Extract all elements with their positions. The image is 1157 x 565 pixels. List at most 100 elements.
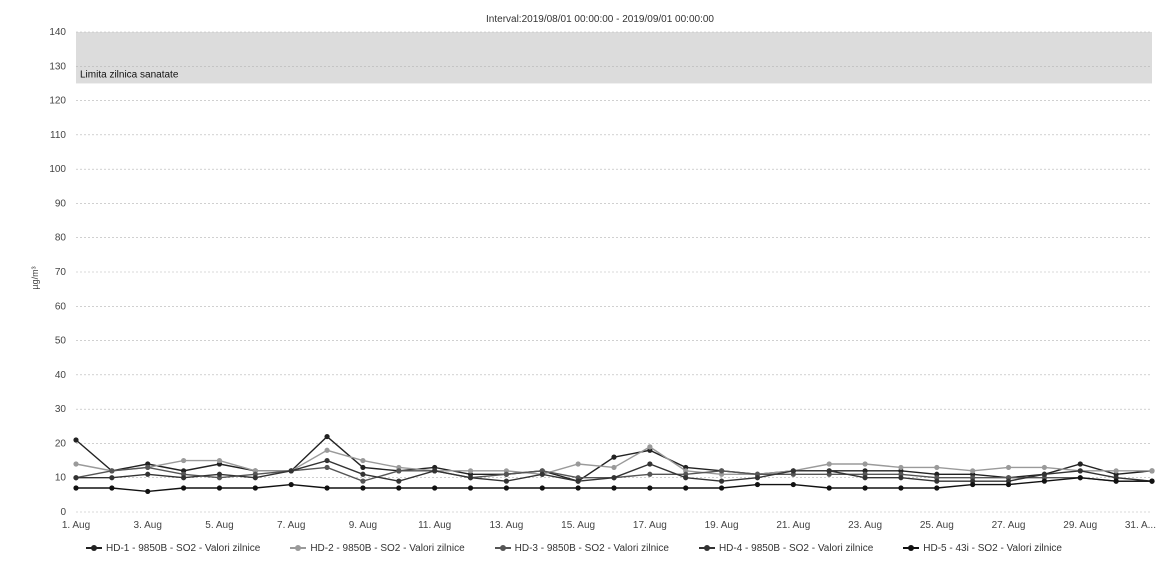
data-point xyxy=(1077,475,1083,481)
data-point xyxy=(73,437,79,443)
data-point xyxy=(754,475,761,481)
data-point xyxy=(396,485,402,491)
data-point xyxy=(503,485,509,491)
data-point xyxy=(647,471,653,477)
data-point xyxy=(288,481,294,488)
data-point xyxy=(181,475,187,481)
x-tick-label: 15. Aug xyxy=(561,520,595,531)
data-point xyxy=(898,475,904,481)
data-point xyxy=(826,485,832,491)
data-point xyxy=(145,471,151,477)
y-tick-label: 140 xyxy=(49,27,66,38)
data-point xyxy=(790,468,796,474)
x-tick-label: 17. Aug xyxy=(633,520,667,531)
data-point xyxy=(216,457,223,464)
data-point xyxy=(1005,464,1012,471)
x-tick-label: 21. Aug xyxy=(776,520,810,531)
x-tick-label: 3. Aug xyxy=(134,520,162,531)
data-point xyxy=(539,485,545,491)
legend-swatch xyxy=(903,545,920,551)
data-point xyxy=(324,447,330,453)
legend-item-1[interactable]: HD-1 - 9850B - SO2 - Valori zilnice xyxy=(86,543,260,554)
data-point xyxy=(503,471,509,477)
x-tick-label: 27. Aug xyxy=(992,520,1026,531)
data-point xyxy=(1041,471,1047,477)
legend-swatch xyxy=(86,545,102,551)
data-point xyxy=(611,464,617,471)
data-point xyxy=(324,433,330,440)
data-point xyxy=(396,468,402,474)
y-tick-label: 130 xyxy=(49,61,66,72)
y-tick-label: 110 xyxy=(50,130,66,141)
data-point xyxy=(898,485,904,491)
data-point xyxy=(1005,481,1012,488)
data-point xyxy=(360,464,366,471)
data-point xyxy=(719,485,725,491)
legend-item-4[interactable]: HD-4 - 9850B - SO2 - Valori zilnice xyxy=(698,542,874,554)
data-point xyxy=(467,475,474,481)
data-point xyxy=(970,481,976,488)
data-point xyxy=(109,485,115,491)
data-point xyxy=(647,485,653,491)
data-point xyxy=(539,471,545,477)
data-point xyxy=(360,471,366,477)
legend-item-3[interactable]: HD-3 - 9850B - SO2 - Valori zilnice xyxy=(494,543,669,554)
data-point xyxy=(360,485,366,491)
y-tick-label: 0 xyxy=(60,507,66,518)
data-point xyxy=(826,468,832,474)
plot-band-label: Limita zilnica sanatate xyxy=(80,69,179,80)
data-point xyxy=(109,468,115,474)
data-point xyxy=(1113,468,1119,474)
data-point xyxy=(109,475,115,481)
series-line xyxy=(75,446,1152,475)
data-point xyxy=(862,475,868,481)
data-point xyxy=(145,464,151,471)
legend-item-5[interactable]: HD-5 - 43i - SO2 - Valori zilnice xyxy=(903,543,1062,554)
data-point xyxy=(181,485,187,491)
data-point xyxy=(683,485,689,491)
legend-swatch xyxy=(290,545,307,551)
data-point xyxy=(898,464,904,471)
data-point xyxy=(73,461,79,467)
legend-swatch xyxy=(698,545,715,551)
x-tick-label: 13. Aug xyxy=(489,520,523,531)
y-tick-label: 50 xyxy=(55,336,67,347)
chart-title: Interval:2019/08/01 00:00:00 - 2019/09/0… xyxy=(486,14,714,25)
data-point xyxy=(754,481,761,488)
data-point xyxy=(862,461,868,467)
data-point xyxy=(360,457,366,464)
data-point xyxy=(719,468,725,474)
data-point xyxy=(324,457,330,464)
x-tick-label: 7. Aug xyxy=(277,520,305,531)
x-tick-label: 31. A... xyxy=(1125,520,1156,531)
data-point xyxy=(1113,478,1119,484)
y-tick-label: 90 xyxy=(55,198,67,209)
data-point xyxy=(1149,478,1155,484)
legend-label: HD-1 - 9850B - SO2 - Valori zilnice xyxy=(106,542,261,554)
y-axis-label: µg/m³ xyxy=(30,266,40,289)
data-point xyxy=(611,454,617,460)
x-tick-label: 23. Aug xyxy=(848,520,882,531)
y-tick-label: 10 xyxy=(55,473,67,484)
data-point xyxy=(216,485,223,491)
legend-label: HD-4 - 9850B - SO2 - Valori zilnice xyxy=(718,542,874,554)
data-point xyxy=(970,468,976,474)
data-point xyxy=(1041,464,1047,471)
y-tick-label: 70 xyxy=(55,267,67,278)
y-tick-label: 80 xyxy=(55,233,67,244)
data-point xyxy=(611,485,617,491)
series-2 xyxy=(73,444,1155,477)
data-point xyxy=(252,475,258,481)
legend-swatch xyxy=(494,545,511,551)
series-4 xyxy=(73,457,1155,484)
data-point xyxy=(826,461,832,467)
data-point xyxy=(575,461,581,467)
data-point xyxy=(719,478,725,484)
x-tick-label: 25. Aug xyxy=(920,520,954,531)
data-point xyxy=(432,468,438,474)
x-tick-label: 19. Aug xyxy=(705,520,739,531)
data-point xyxy=(1041,478,1047,484)
legend-item-2[interactable]: HD-2 - 9850B - SO2 - Valori zilnice xyxy=(290,543,465,554)
data-point xyxy=(1077,468,1083,474)
